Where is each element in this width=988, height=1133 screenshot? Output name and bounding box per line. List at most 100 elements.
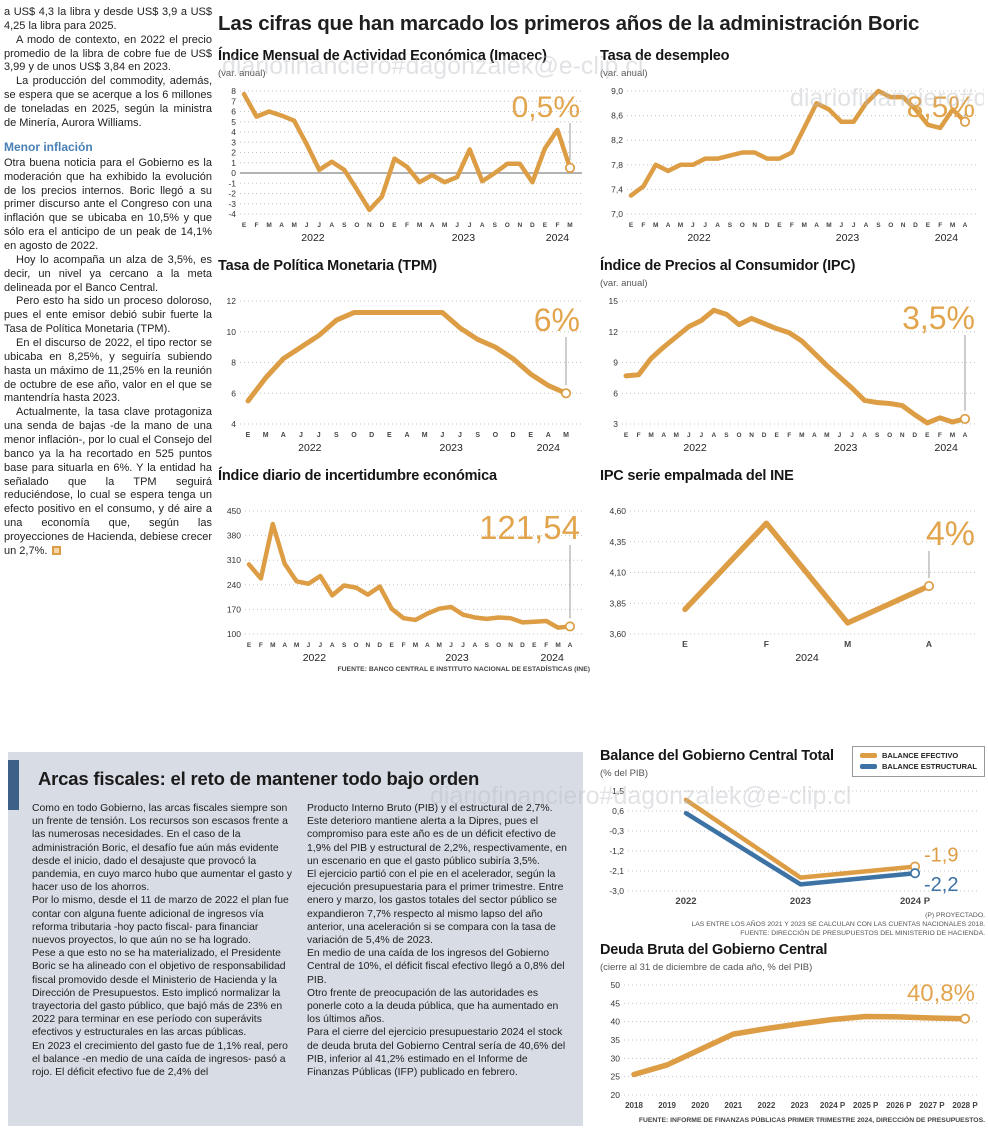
fiscal-paragraph: En medio de una caída de los ingresos de… (307, 948, 565, 986)
fiscal-paragraph: Como en todo Gobierno, las arcas fiscale… (32, 803, 292, 894)
svg-text:40,8%: 40,8% (907, 980, 975, 1007)
svg-text:2023: 2023 (790, 896, 811, 907)
svg-text:2024: 2024 (540, 652, 564, 664)
svg-text:J: J (691, 222, 695, 229)
svg-text:E: E (387, 432, 392, 439)
svg-text:A: A (963, 222, 968, 229)
svg-text:A: A (926, 639, 932, 649)
article-paragraph: a US$ 4,3 la libra y desde US$ 3,9 a US$… (4, 6, 212, 32)
svg-text:M: M (555, 642, 560, 649)
svg-text:J: J (305, 222, 309, 229)
svg-text:2026 P: 2026 P (886, 1101, 912, 1110)
chart-note: (P) PROYECTADO. (925, 912, 985, 919)
chart-subtitle: (cierre al 31 de diciembre de cada año, … (600, 962, 813, 973)
balance-legend: BALANCE EFECTIVO BALANCE ESTRUCTURAL (852, 746, 985, 777)
chart-tpm: Tasa de Política Monetaria (TPM) 12 10 8 6 4… (218, 258, 590, 454)
svg-text:E: E (774, 432, 779, 439)
chart-plot-balance: 1,5 0,6 -0,3 -1,2 -2,1 -3,0 2022 2023 2024 P -1,9… (600, 781, 985, 911)
chart-source: FUENTE: BANCO CENTRAL E INSTITUTO NACION… (337, 666, 591, 673)
svg-text:2023: 2023 (445, 652, 469, 664)
left-article: a US$ 4,3 la libra y desde US$ 3,9 a US$… (4, 6, 212, 559)
svg-text:M: M (442, 222, 447, 229)
svg-text:2027 P: 2027 P (919, 1101, 945, 1110)
svg-text:M: M (291, 222, 296, 229)
fiscal-paragraph: El ejercicio partió con el pie en el ace… (307, 869, 564, 947)
chart-title: Tasa de desempleo (600, 48, 730, 64)
svg-text:O: O (740, 222, 745, 229)
svg-text:D: D (369, 432, 374, 439)
chart-subtitle: (% del PIB) (600, 768, 649, 779)
svg-text:4: 4 (231, 419, 236, 429)
svg-text:A: A (862, 432, 867, 439)
svg-text:15: 15 (609, 296, 619, 306)
svg-text:2024: 2024 (934, 442, 958, 454)
svg-text:M: M (413, 642, 418, 649)
svg-text:F: F (790, 222, 794, 229)
svg-text:D: D (510, 432, 515, 439)
svg-text:E: E (528, 432, 533, 439)
chart-subtitle: (var. anual) (218, 68, 266, 79)
svg-text:310: 310 (227, 555, 241, 565)
chart-desempleo: Tasa de desempleo (var. anual) 9,0 8,6 8,2… (600, 48, 985, 244)
svg-text:2023: 2023 (834, 442, 858, 454)
svg-text:N: N (900, 432, 905, 439)
svg-text:O: O (354, 222, 359, 229)
svg-text:E: E (624, 432, 629, 439)
svg-text:1: 1 (231, 158, 236, 168)
chart-subtitle: (var. anual) (600, 68, 648, 79)
svg-text:F: F (402, 642, 406, 649)
svg-text:E: E (392, 222, 397, 229)
svg-text:9,0: 9,0 (611, 86, 623, 96)
legend-item-estructural: BALANCE ESTRUCTURAL (860, 761, 977, 772)
svg-text:O: O (888, 222, 893, 229)
chart-imacec: Índice Mensual de Actividad Económica (I… (218, 48, 590, 244)
svg-text:2022: 2022 (298, 442, 322, 454)
article-paragraph: En el discurso de 2022, el tipo rector s… (4, 337, 212, 405)
article-paragraph-text: Actualmente, la tasa clave protagoniza u… (4, 406, 212, 557)
svg-text:E: E (926, 222, 931, 229)
svg-text:9: 9 (613, 358, 618, 368)
svg-text:2022: 2022 (758, 1101, 776, 1110)
svg-text:M: M (799, 432, 804, 439)
svg-text:J: J (850, 432, 854, 439)
svg-text:S: S (493, 222, 498, 229)
svg-text:-1,2: -1,2 (609, 846, 624, 856)
svg-text:2022: 2022 (683, 442, 707, 454)
svg-text:E: E (246, 432, 251, 439)
svg-text:D: D (520, 642, 525, 649)
svg-text:D: D (912, 432, 917, 439)
svg-text:2020: 2020 (691, 1101, 709, 1110)
svg-text:M: M (266, 222, 271, 229)
svg-text:O: O (351, 432, 357, 439)
svg-text:A: A (546, 432, 551, 439)
svg-text:J: J (455, 222, 459, 229)
chart-title: Deuda Bruta del Gobierno Central (600, 942, 828, 958)
svg-text:-0,3: -0,3 (609, 826, 624, 836)
svg-text:2023: 2023 (452, 232, 476, 244)
svg-text:8,2: 8,2 (611, 135, 623, 145)
chart-subtitle: (var. anual) (600, 278, 648, 289)
svg-text:2022: 2022 (687, 232, 711, 244)
svg-text:M: M (950, 222, 955, 229)
svg-text:S: S (342, 642, 347, 649)
svg-text:M: M (950, 432, 955, 439)
svg-text:2024: 2024 (795, 652, 819, 664)
svg-text:M: M (824, 432, 829, 439)
svg-text:E: E (682, 639, 688, 649)
article-paragraph: Hoy lo acompaña un alza de 3,5%, es deci… (4, 253, 212, 294)
legend-item-efectivo: BALANCE EFECTIVO (860, 750, 977, 761)
svg-text:D: D (377, 642, 382, 649)
svg-text:A: A (329, 222, 334, 229)
chart-plot-imacec: 8 7 6 5 4 3 2 1 0 -1 -2 -3 -4 E F M A M J J A S O N D E F M A M J J A S O N… (218, 81, 590, 244)
chart-plot-desempleo: 9,0 8,6 8,2 7,8 7,4 7,0 E F M A M J J A S O N D E F M A M J J A S O… (600, 81, 985, 244)
svg-text:J: J (703, 222, 707, 229)
svg-text:J: J (317, 432, 321, 439)
svg-text:50: 50 (611, 980, 621, 990)
svg-text:N: N (749, 432, 754, 439)
svg-text:M: M (844, 639, 851, 649)
svg-text:A: A (281, 432, 286, 439)
svg-text:-1: -1 (228, 178, 236, 188)
svg-text:J: J (461, 642, 465, 649)
svg-text:N: N (901, 222, 906, 229)
svg-text:M: M (417, 222, 422, 229)
